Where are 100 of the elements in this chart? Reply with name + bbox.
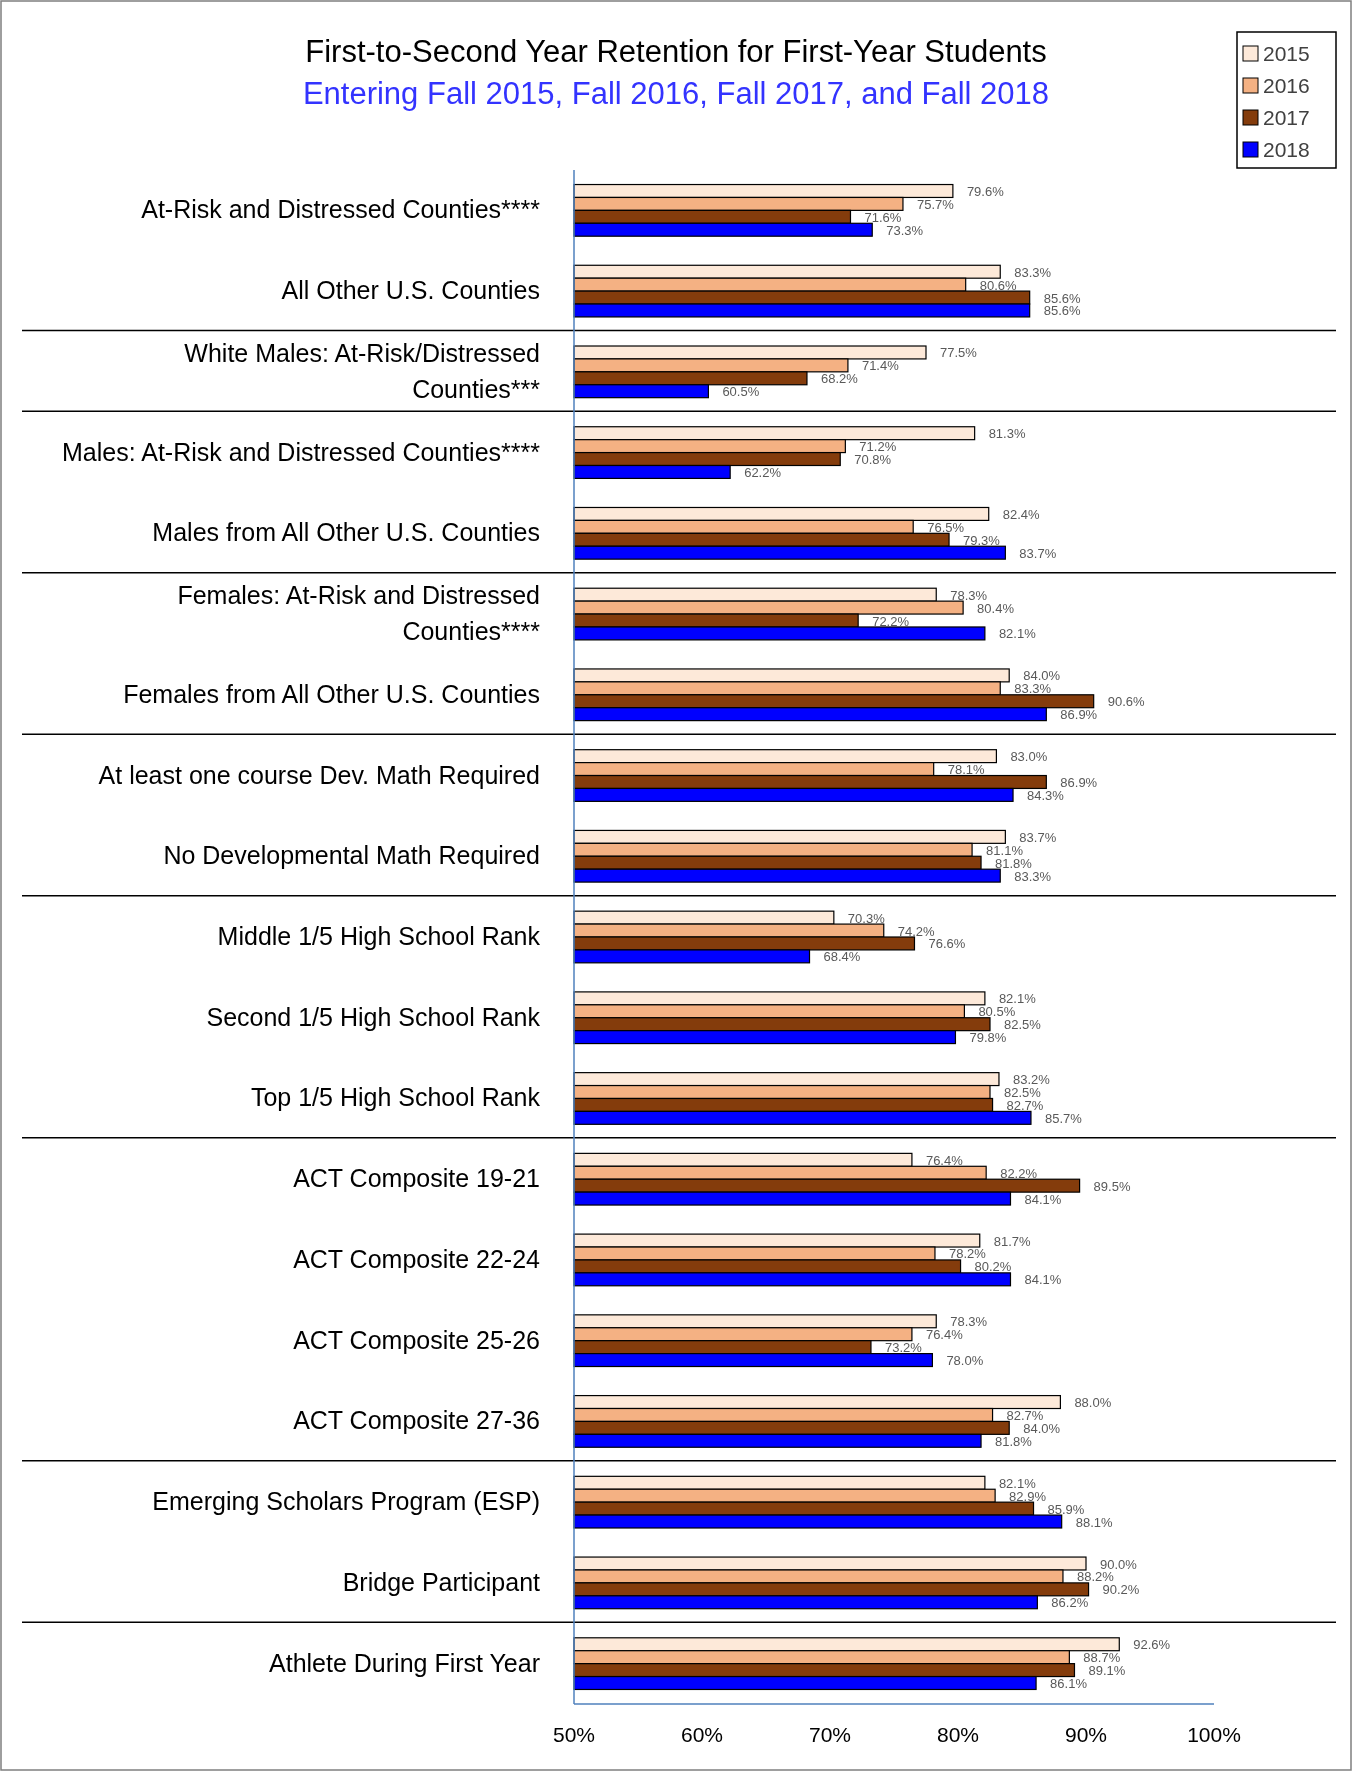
data-label: 76.5% [927,519,965,535]
legend-label: 2017 [1263,106,1310,129]
data-label: 82.2% [1000,1165,1038,1181]
data-label: 81.8% [995,1433,1033,1449]
data-label: 79.6% [966,183,1005,199]
x-tick-label: 60% [680,1723,724,1746]
data-label: 88.7% [1083,1650,1121,1666]
data-label: 82.7% [1006,1407,1044,1423]
data-label: 83.0% [1010,749,1048,765]
data-label: 84.3% [1027,787,1065,803]
data-label: 68.4% [823,949,861,965]
y-tick-label: All Other U.S. Counties [281,276,540,305]
data-label: 84.1% [1024,1272,1062,1288]
data-label: 78.1% [947,762,985,778]
x-tick-label: 50% [552,1723,596,1746]
data-label: 80.5% [978,1004,1016,1020]
data-label: 71.6% [864,209,902,225]
data-label: 88.2% [1076,1569,1115,1585]
data-label: 85.9% [1047,1501,1085,1517]
x-tick-label: 70% [808,1723,852,1746]
y-tick-label: Males from All Other U.S. Counties [152,518,540,547]
y-tick-label: Females from All Other U.S. Counties [123,679,540,708]
data-label: 88.1% [1075,1514,1113,1530]
x-tick-label: 80% [936,1723,980,1746]
data-label: 86.9% [1060,774,1098,790]
data-label: 89.1% [1088,1663,1126,1679]
data-label: 85.7% [1044,1110,1083,1126]
data-label: 89.5% [1093,1178,1131,1194]
chart-subtitle: Entering Fall 2015, Fall 2016, Fall 2017, and Fall 2018 [302,76,1050,111]
y-tick-label: Top 1/5 High School Rank [250,1083,541,1112]
y-tick-label: ACT Composite 19-21 [293,1164,540,1193]
data-label: 78.3% [950,587,988,603]
data-label: 92.6% [1133,1637,1171,1653]
y-tick-label: Athlete During First Year [269,1648,540,1677]
data-label: 76.6% [928,936,966,952]
data-label: 82.9% [1009,1488,1047,1504]
data-label: 71.4% [861,358,900,374]
data-label: 81.7% [993,1233,1032,1249]
data-label: 85.6% [1043,290,1081,306]
legend-label: 2018 [1263,138,1310,161]
y-tick-label: Middle 1/5 High School Rank [217,922,541,950]
data-label: 82.5% [1004,1017,1042,1033]
data-label: 68.2% [820,371,859,387]
data-label: 82.1% [998,626,1037,642]
y-tick-label: White Males: At-Risk/Distressed Counties*** [184,338,541,403]
data-label: 77.5% [940,345,978,361]
data-label: 84.0% [1023,1420,1061,1436]
chart-title: First-to-Second Year Retention for First-Year Students [305,34,1047,69]
data-label: 79.8% [969,1030,1007,1046]
data-label: 72.2% [872,613,910,629]
data-label: 78.2% [948,1246,987,1262]
data-label: 90.6% [1107,694,1145,710]
x-tick-label: 90% [1064,1723,1108,1746]
data-label: 78.3% [950,1314,988,1330]
data-label: 81.3% [988,426,1026,442]
data-label: 81.1% [986,842,1024,858]
data-label: 60.5% [722,384,760,400]
y-tick-label: Emerging Scholars Program (ESP) [152,1487,540,1516]
data-label: 62.2% [744,464,782,480]
data-label: 83.3% [1014,868,1052,884]
data-label: 84.0% [1023,668,1061,684]
y-tick-label: Females: At-Risk and Distressed Counties**** [177,581,541,646]
data-label: 80.6% [979,277,1017,293]
data-label: 88.0% [1074,1395,1112,1411]
data-label: 81.8% [995,855,1033,871]
y-tick-label: Males: At-Risk and Distressed Counties**** [62,437,541,466]
data-label: 76.4% [925,1152,964,1168]
data-label: 80.2% [974,1259,1012,1275]
data-label: 82.4% [1002,506,1041,522]
data-label: 83.2% [1012,1072,1051,1088]
legend-label: 2015 [1263,42,1310,65]
data-label: 73.2% [884,1340,923,1356]
data-label: 78.0% [946,1353,984,1369]
data-label: 70.3% [847,910,886,926]
data-label: 74.2% [897,923,936,939]
data-label: 90.0% [1100,1556,1138,1572]
y-tick-label: No Developmental Math Required [163,841,540,870]
data-label: 76.4% [925,1327,964,1343]
legend-label: 2016 [1263,74,1310,97]
data-label: 86.2% [1051,1595,1089,1611]
data-label: 80.4% [977,600,1015,616]
y-tick-label: ACT Composite 25-26 [293,1325,540,1354]
data-label: 71.2% [859,439,897,455]
data-label: 83.3% [1014,681,1052,697]
data-label: 90.2% [1102,1582,1140,1598]
data-label: 82.1% [998,1475,1037,1491]
data-label: 75.7% [916,196,955,212]
data-label: 86.1% [1050,1676,1088,1692]
x-tick-label: 100% [1187,1723,1241,1746]
data-label: 84.1% [1024,1191,1062,1207]
data-label: 83.7% [1019,545,1057,561]
y-tick-label: At least one course Dev. Math Required [98,760,540,789]
y-tick-label: Bridge Participant [342,1567,541,1596]
y-tick-label: ACT Composite 22-24 [293,1244,541,1273]
data-label: 85.6% [1043,303,1081,319]
data-label: 82.1% [998,991,1037,1007]
y-tick-label: Second 1/5 High School Rank [206,1002,541,1031]
y-tick-label: ACT Composite 27-36 [293,1406,540,1435]
y-tick-label: At-Risk and Distressed Counties**** [141,195,541,224]
data-label: 70.8% [854,452,892,468]
